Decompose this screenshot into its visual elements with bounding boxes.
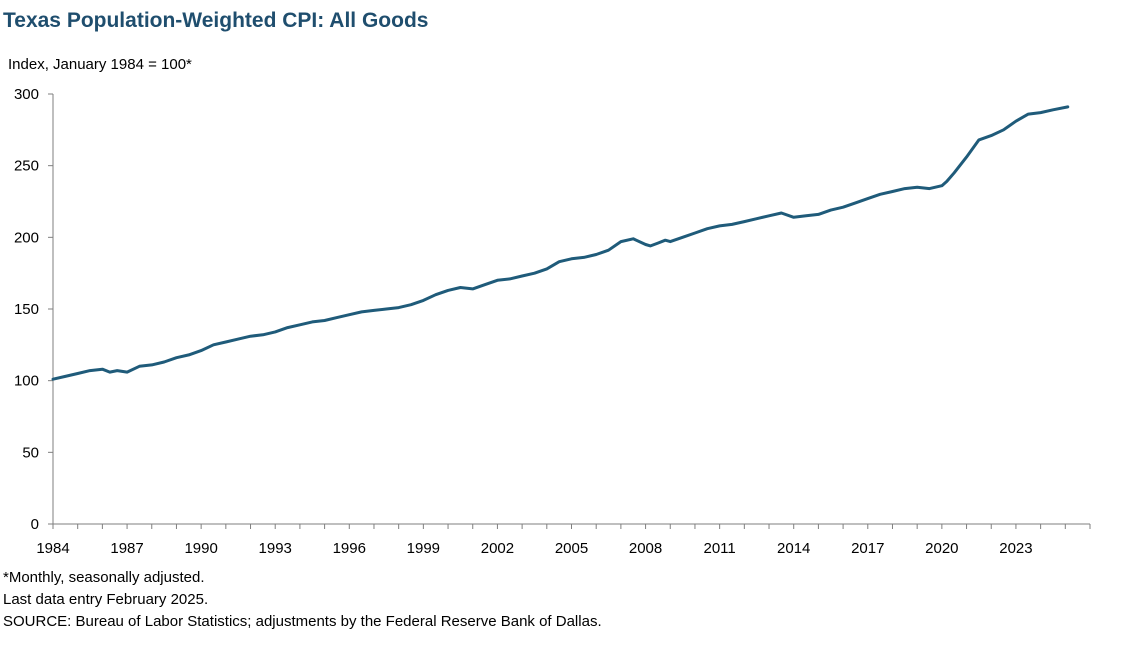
x-tick-label: 1990 xyxy=(184,540,217,557)
x-tick-label: 2023 xyxy=(999,540,1032,557)
y-tick-label: 50 xyxy=(22,444,39,461)
series-line-all-goods xyxy=(51,105,1070,381)
x-tick-label: 1996 xyxy=(333,540,366,557)
y-axis: 0 50 100 150 200 250 300 xyxy=(14,86,54,533)
y-axis-label: Index, January 1984 = 100* xyxy=(8,56,192,73)
y-tick-label: 250 xyxy=(14,158,39,175)
x-tick-label: 2005 xyxy=(555,540,588,557)
x-axis: 1984 1987 1990 1993 1996 1999 2002 2005 2008 2011… xyxy=(36,523,1091,557)
x-tick-label: 2011 xyxy=(704,540,736,557)
x-tick-label: 2020 xyxy=(925,540,958,557)
x-tick-label: 1987 xyxy=(110,540,143,557)
y-tick-label: 200 xyxy=(14,229,39,246)
x-tick-label: 1999 xyxy=(407,540,440,557)
footnote-last-entry: Last data entry February 2025. xyxy=(3,591,209,608)
x-tick-label: 1984 xyxy=(36,540,69,557)
x-tick-label: 2002 xyxy=(481,540,514,557)
y-tick-label: 150 xyxy=(14,301,39,318)
chart-title: Texas Population-Weighted CPI: All Goods xyxy=(3,9,429,32)
x-tick-label: 2017 xyxy=(851,540,884,557)
y-tick-label: 100 xyxy=(14,373,39,390)
footnote-monthly: *Monthly, seasonally adjusted. xyxy=(3,569,205,586)
footnotes: *Monthly, seasonally adjusted. Last data… xyxy=(3,567,602,633)
footnote-source: SOURCE: Bureau of Labor Statistics; adju… xyxy=(3,613,602,630)
y-tick-label: 0 xyxy=(31,516,39,533)
series-layer xyxy=(51,105,1070,381)
x-tick-label: 1993 xyxy=(259,540,292,557)
y-tick-label: 300 xyxy=(14,86,39,103)
x-tick-label: 2014 xyxy=(777,540,810,557)
x-tick-label: 2008 xyxy=(629,540,662,557)
